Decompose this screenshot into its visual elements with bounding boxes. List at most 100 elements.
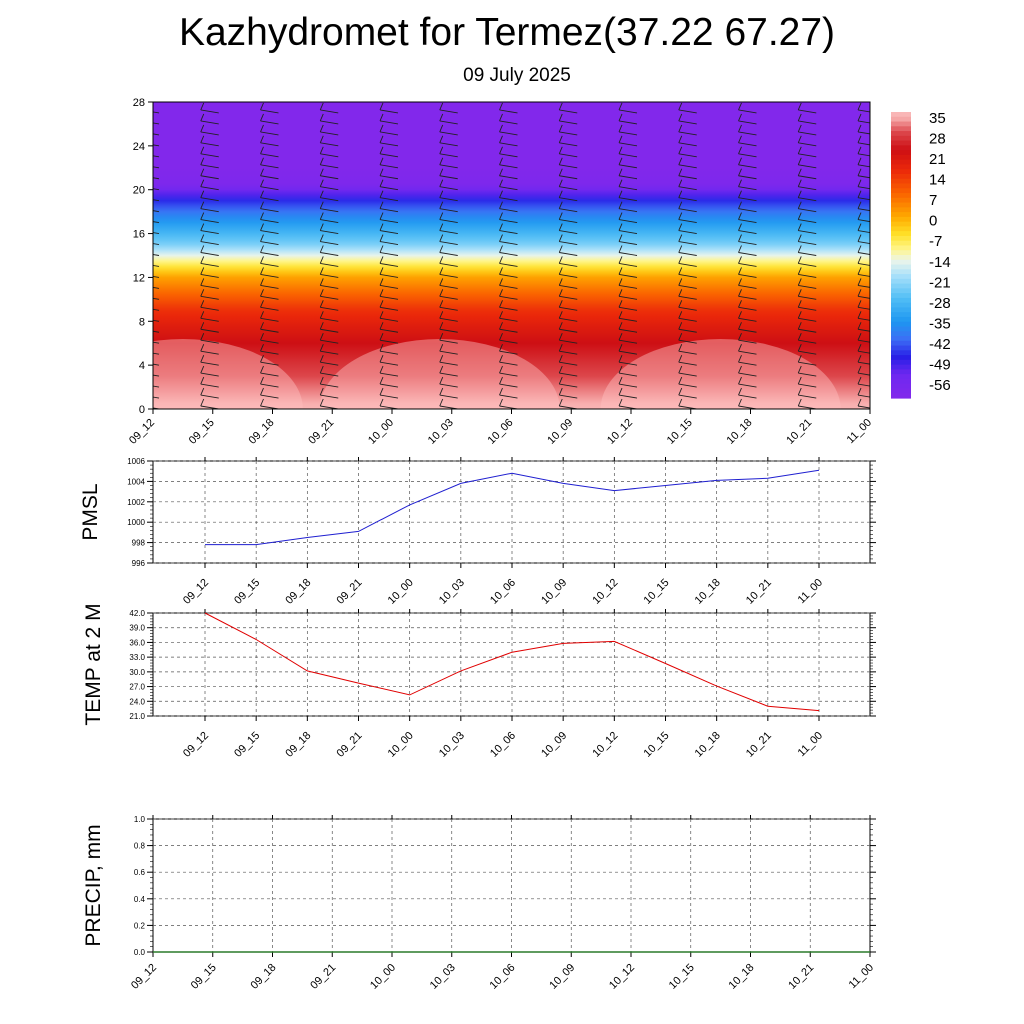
colorbar-label: 14 [929, 172, 946, 189]
wind-barb-feather [857, 245, 862, 253]
y-tick-label: 21.0 [129, 712, 145, 721]
wind-barb-feather [499, 124, 503, 133]
wind-barb-feather [260, 311, 264, 319]
wind-barb [439, 208, 458, 213]
wind-barb-feather [678, 278, 683, 286]
colorbar-segment [891, 355, 911, 361]
wind-barb [798, 394, 817, 399]
wind-barb-feather [738, 157, 742, 165]
wind-barb-feather [618, 135, 623, 144]
wind-barb [678, 230, 697, 235]
colorbar-segment [891, 312, 911, 318]
wind-barb-feather [738, 278, 742, 286]
wind-barb [320, 186, 339, 191]
wind-barb [678, 372, 697, 377]
y-tick-label: 27.0 [129, 683, 145, 692]
x-tick-label: 10_00 [386, 577, 416, 607]
colorbar-segment [891, 226, 911, 232]
wind-barb [439, 295, 458, 300]
wind-barb [200, 317, 219, 322]
wind-barb [499, 350, 518, 355]
wind-barb [439, 153, 458, 158]
wind-barb-feather [319, 157, 324, 165]
colorbar-segment [891, 207, 911, 213]
wind-barb [738, 328, 757, 333]
wind-barb-feather [200, 201, 205, 209]
wind-barb [379, 383, 399, 388]
colorbar-segment [891, 336, 911, 342]
x-tick-label: 09_18 [283, 577, 313, 607]
x-tick-label: 10_21 [744, 577, 774, 607]
wind-barb [379, 273, 399, 278]
wind-barb [260, 328, 279, 333]
colorbar-segment [891, 240, 911, 247]
y-tick-label: 20 [133, 185, 145, 197]
wind-barb [200, 175, 219, 180]
wind-barb-feather [857, 267, 862, 275]
wind-barb-feather [319, 278, 324, 286]
wind-barb-feather [379, 387, 384, 396]
wind-barb [499, 394, 518, 399]
x-tick-label: 09_21 [308, 962, 338, 992]
wind-barb [260, 197, 279, 202]
wind-barb-feather [618, 234, 623, 242]
wind-barb-feather [558, 398, 563, 407]
wind-barb-feather [439, 300, 444, 308]
y-tick-label: 0.6 [134, 868, 146, 877]
wind-barb-feather [558, 234, 563, 242]
wind-barb [738, 230, 757, 235]
wind-barb [559, 372, 578, 377]
x-tick-label: 09_21 [306, 417, 336, 447]
wind-barb-feather [797, 344, 802, 352]
wind-barb [499, 208, 518, 213]
wind-barb-feather [200, 124, 205, 133]
wind-barb-feather [499, 322, 503, 330]
wind-barb-feather [618, 157, 623, 165]
wind-barb-feather [558, 212, 563, 220]
wind-barb-feather [797, 135, 802, 144]
y-tick-label: 8 [139, 316, 145, 328]
wind-barb [798, 383, 817, 388]
wind-barb-feather [797, 256, 802, 264]
wind-barb [200, 372, 219, 377]
wind-barb-feather [200, 157, 205, 165]
wind-barb-feather [857, 135, 862, 144]
wind-barb-feather [618, 322, 623, 330]
wind-barb-feather [439, 168, 444, 176]
wind-barb [200, 394, 219, 399]
wind-barb [618, 241, 638, 245]
wind-barb-feather [200, 354, 205, 363]
wind-barb-feather [439, 212, 444, 220]
wind-barb [857, 394, 870, 398]
wind-barb [499, 153, 518, 158]
wind-barb [798, 230, 817, 235]
colorbar-segment [891, 326, 911, 332]
wind-barb-feather [558, 135, 563, 144]
wind-barb [618, 252, 638, 256]
wind-barb-feather [678, 256, 683, 264]
colorbar-segment [891, 150, 911, 156]
wind-barb [200, 252, 219, 256]
wind-barb [320, 230, 339, 235]
wind-barb [260, 164, 279, 169]
wind-barb [618, 208, 638, 213]
wind-barb-feather [319, 365, 324, 374]
colorbar-segment [891, 169, 911, 175]
wind-barb [379, 284, 399, 289]
wind-barb-feather [618, 387, 623, 396]
wind-barb [798, 295, 817, 300]
wind-barb [857, 284, 870, 288]
colorbar-segment [891, 264, 911, 270]
x-tick-label: 09_21 [335, 730, 365, 760]
surface-warm-area [600, 339, 841, 409]
wind-barb-feather [499, 146, 503, 154]
wind-barb-feather [558, 146, 563, 154]
wind-barb [798, 142, 817, 147]
x-tick-label: 10_06 [486, 417, 516, 447]
y-tick-label: 16 [133, 229, 145, 241]
wind-barb [260, 219, 279, 224]
wind-barb [153, 297, 160, 300]
wind-barb-feather [678, 201, 683, 209]
wind-barb-feather [319, 135, 324, 144]
wind-barb-feather [260, 300, 264, 308]
